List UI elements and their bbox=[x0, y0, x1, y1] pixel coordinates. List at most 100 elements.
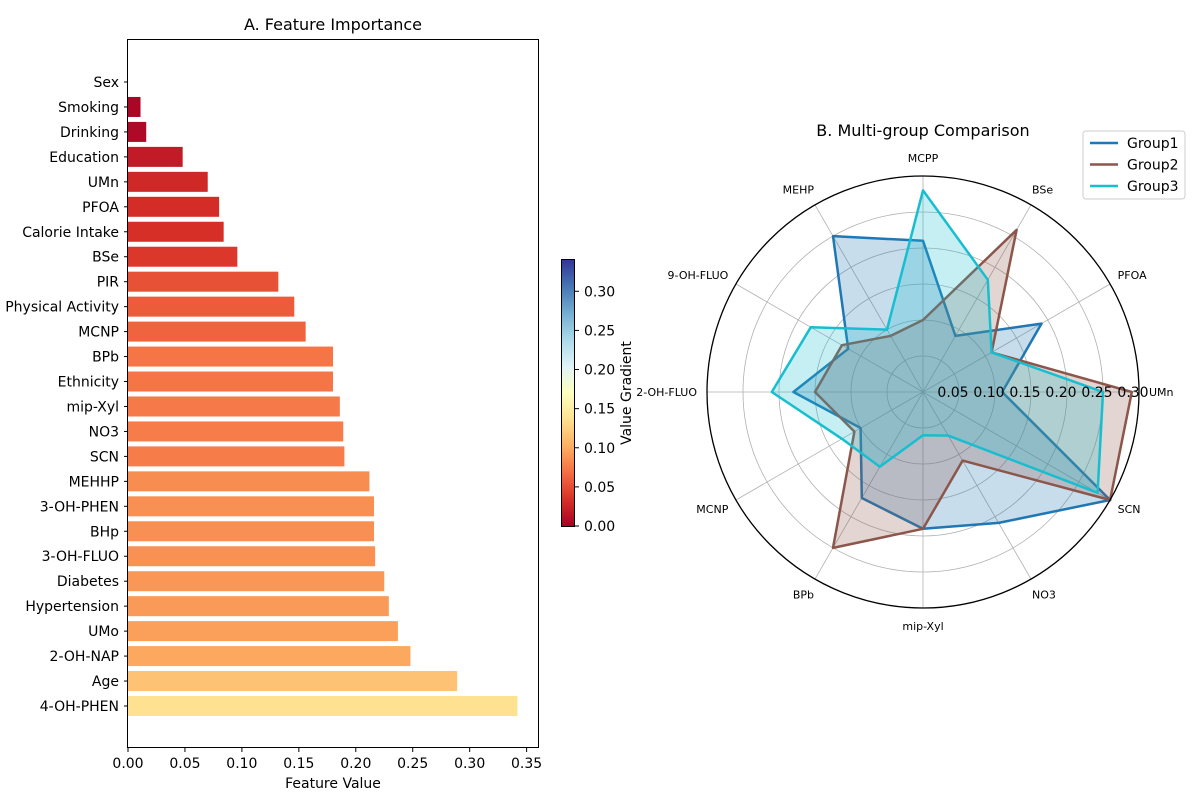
bar-scn bbox=[128, 446, 345, 467]
radar-chart-panel: B. Multi-group Comparison 0.05 0.10 0.15 0.… bbox=[636, 121, 1186, 633]
category-label: Hypertension bbox=[25, 599, 119, 615]
category-label: PIR bbox=[97, 275, 120, 291]
radar-line-group3 bbox=[770, 189, 1105, 495]
category-label: Physical Activity bbox=[5, 300, 119, 316]
bar-calorie-intake bbox=[128, 221, 224, 242]
category-label: Drinking bbox=[60, 125, 119, 141]
category-label: Smoking bbox=[58, 100, 119, 116]
radar-axis-label: mip-Xyl bbox=[902, 620, 943, 633]
colorbar-tick-label: 0.10 bbox=[584, 441, 615, 457]
radar-spoke bbox=[922, 204, 1032, 393]
bar-chart-title: A. Feature Importance bbox=[244, 15, 422, 34]
radar-axis-label: MCPP bbox=[908, 152, 939, 165]
colorbar-tick-label: 0.00 bbox=[584, 519, 615, 535]
radar-r-tick-label: 0.25 bbox=[1081, 385, 1112, 401]
category-label: MCNP bbox=[78, 325, 119, 341]
category-label: Diabetes bbox=[57, 574, 119, 590]
radar-axis-label: SCN bbox=[1118, 503, 1141, 516]
radar-r-tick-label: 0.10 bbox=[973, 385, 1004, 401]
legend-frame bbox=[1082, 130, 1186, 200]
radar-fill-group3 bbox=[771, 190, 1103, 493]
bar-no3 bbox=[128, 421, 344, 442]
bar-chart-category-labels: Sex Smoking Drinking Education UMn PFOA Calori… bbox=[5, 75, 128, 715]
bar-chart-xlabel: Feature Value bbox=[285, 776, 381, 792]
category-label: 3-OH-FLUO bbox=[42, 549, 119, 565]
bar-hypertension bbox=[128, 596, 389, 617]
bar-physical-activity bbox=[128, 296, 295, 317]
radar-r-tick-label: 0.15 bbox=[1009, 385, 1040, 401]
colorbar: 0.00 0.05 0.10 0.15 0.20 0.25 0.30 Value Gradi… bbox=[561, 259, 635, 535]
bar-bse bbox=[128, 246, 238, 267]
colorbar-label: Value Gradient bbox=[619, 341, 635, 445]
radar-axis-label: PFOA bbox=[1118, 269, 1147, 282]
category-label: BSe bbox=[92, 250, 119, 266]
colorbar-ticks: 0.00 0.05 0.10 0.15 0.20 0.25 0.30 bbox=[575, 284, 615, 535]
radar-spoke bbox=[735, 391, 924, 501]
radar-fill-group1 bbox=[793, 236, 1111, 529]
radar-fill-group2 bbox=[815, 229, 1132, 548]
x-tick-label: 0.30 bbox=[454, 756, 485, 772]
radar-axis-label: NO3 bbox=[1032, 589, 1056, 602]
bar-bhp bbox=[128, 521, 374, 542]
colorbar-gradient bbox=[561, 259, 575, 527]
x-tick-label: 0.35 bbox=[511, 756, 542, 772]
legend-label: Group3 bbox=[1127, 179, 1179, 195]
category-label: BHp bbox=[90, 524, 119, 540]
radar-line-group1 bbox=[792, 234, 1112, 531]
colorbar-tick-label: 0.20 bbox=[584, 363, 615, 379]
bar-drinking bbox=[128, 121, 147, 142]
x-tick-label: 0.05 bbox=[169, 756, 200, 772]
bar-mehhp bbox=[128, 471, 370, 492]
bar-bpb bbox=[128, 346, 333, 367]
radar-outer-frame bbox=[706, 175, 1140, 609]
radar-axis-label: 2-OH-FLUO bbox=[636, 386, 697, 399]
radar-spoke bbox=[922, 391, 1111, 501]
bar-2-oh-nap bbox=[128, 646, 411, 667]
bar-diabetes bbox=[128, 571, 385, 592]
bar-pfoa bbox=[128, 196, 220, 217]
bar-education bbox=[128, 146, 183, 167]
colorbar-tick-label: 0.05 bbox=[584, 480, 615, 496]
category-label: mip-Xyl bbox=[66, 399, 119, 415]
radar-spoke bbox=[922, 283, 1111, 393]
x-tick-label: 0.20 bbox=[340, 756, 371, 772]
radar-spoke bbox=[735, 283, 924, 393]
category-label: UMn bbox=[88, 175, 119, 191]
legend-items: Group1 Group2 Group3 bbox=[1090, 136, 1179, 195]
bar-chart-x-ticks: 0.00 0.05 0.10 0.15 0.20 0.25 0.30 0.35 bbox=[112, 747, 542, 772]
category-label: Age bbox=[92, 674, 119, 690]
radar-spoke bbox=[922, 391, 1032, 580]
radar-axis-label: UMn bbox=[1149, 386, 1174, 399]
bar-smoking bbox=[128, 96, 141, 117]
category-label: SCN bbox=[90, 449, 119, 465]
bar-4-oh-phen bbox=[128, 696, 518, 716]
radar-chart-title: B. Multi-group Comparison bbox=[816, 121, 1029, 140]
bar-3-oh-fluo bbox=[128, 546, 376, 567]
bar-chart-panel: A. Feature Importance Sex Smoking Drinking… bbox=[5, 15, 542, 792]
category-label: BPb bbox=[92, 350, 119, 366]
radar-axis-label: MEHP bbox=[783, 183, 815, 196]
x-tick-label: 0.10 bbox=[226, 756, 257, 772]
category-label: 4-OH-PHEN bbox=[40, 699, 119, 715]
bar-chart-plot-area bbox=[127, 39, 539, 748]
radar-axis-label: 9-OH-FLUO bbox=[668, 269, 729, 282]
x-tick-label: 0.25 bbox=[397, 756, 428, 772]
colorbar-tick-label: 0.30 bbox=[584, 284, 615, 300]
radar-legend: Group1 Group2 Group3 bbox=[1082, 130, 1186, 200]
category-label: Sex bbox=[93, 75, 119, 91]
x-tick-label: 0.00 bbox=[112, 756, 143, 772]
radar-axis-label: MCNP bbox=[696, 503, 728, 516]
category-label: NO3 bbox=[89, 424, 119, 440]
radar-line-group2 bbox=[813, 228, 1134, 550]
bar-age bbox=[128, 671, 458, 692]
radar-axis-labels: UMn PFOA BSe MCPP MEHP 9-OH-FLUO 2-OH-FLUO MCNP… bbox=[636, 152, 1173, 633]
category-label: Calorie Intake bbox=[22, 225, 119, 241]
radar-series bbox=[770, 189, 1134, 550]
bar-mcnp bbox=[128, 321, 306, 342]
category-label: PFOA bbox=[82, 200, 119, 216]
radar-r-tick-label: 0.20 bbox=[1045, 385, 1076, 401]
radar-radial-ticks: 0.05 0.10 0.15 0.20 0.25 0.30 bbox=[937, 385, 1148, 401]
bar-umn bbox=[128, 171, 208, 192]
legend-label: Group2 bbox=[1127, 158, 1179, 174]
